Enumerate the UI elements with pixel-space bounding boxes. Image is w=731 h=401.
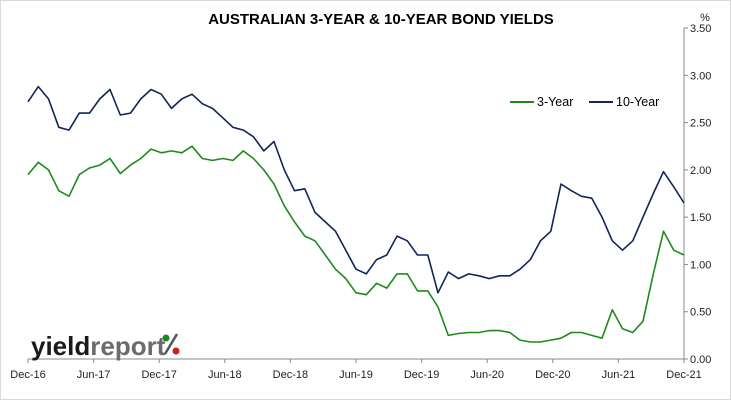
x-tick-label: Dec-20 <box>535 369 570 381</box>
chart-title: AUSTRALIAN 3-YEAR & 10-YEAR BOND YIELDS <box>208 11 554 28</box>
logo-text-yield: yield <box>31 331 90 361</box>
series-line-3yr <box>27 145 685 343</box>
legend-label: 3-Year <box>537 95 573 109</box>
legend-label: 10-Year <box>616 95 659 109</box>
y-tick-label: 2.50 <box>690 118 711 130</box>
y-tick-label: 2.00 <box>690 165 711 177</box>
x-tick-label: Jun-17 <box>77 369 111 381</box>
y-tick-label: 1.50 <box>690 212 711 224</box>
x-tick-label: Dec-16 <box>10 369 45 381</box>
x-tick-label: Jun-21 <box>602 369 636 381</box>
svg-text:yieldreport: yieldreport <box>31 331 166 361</box>
x-tick-label: Dec-17 <box>141 369 176 381</box>
x-tick-label: Dec-18 <box>273 369 308 381</box>
y-axis-unit: % <box>700 12 710 24</box>
y-tick-label: 0.00 <box>690 354 711 366</box>
yieldreport-logo: yieldreport <box>31 331 180 361</box>
logo-text-report: report <box>90 331 165 361</box>
y-tick-label: 3.00 <box>690 70 711 82</box>
x-tick-label: Dec-21 <box>666 369 701 381</box>
x-tick-label: Jun-19 <box>339 369 373 381</box>
series-line-10yr <box>27 85 685 294</box>
axes: 0.00 0.50 1.00 1.50 2.00 2.50 3.00 3.50 Dec-16 Ju… <box>10 23 711 381</box>
percent-icon <box>162 333 180 355</box>
x-tick-label: Dec-19 <box>404 369 439 381</box>
series-layer <box>27 85 685 343</box>
x-tick-label: Jun-20 <box>470 369 504 381</box>
y-tick-label: 3.50 <box>690 23 711 35</box>
legend: 3-Year 10-Year <box>510 95 659 109</box>
x-tick-label: Jun-18 <box>208 369 242 381</box>
y-tick-label: 1.00 <box>690 259 711 271</box>
y-tick-label: 0.50 <box>690 307 711 319</box>
